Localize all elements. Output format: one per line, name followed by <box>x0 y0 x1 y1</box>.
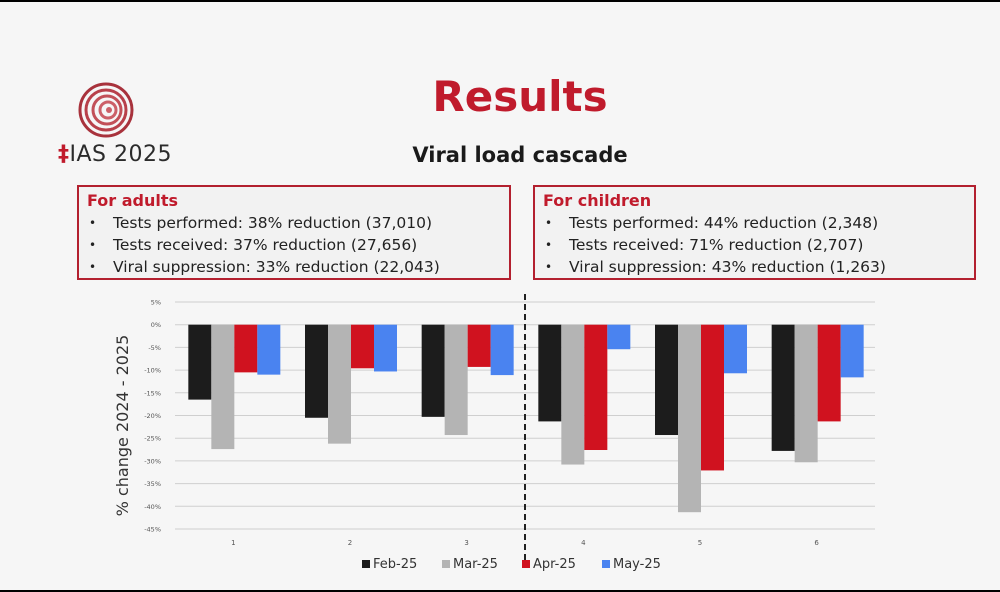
bar <box>840 324 864 378</box>
y-tick-label: -25% <box>144 435 161 443</box>
y-tick-label: 0% <box>151 321 161 329</box>
ias-logo: ‡IAS 2025 <box>58 80 208 175</box>
bar <box>305 324 328 418</box>
y-tick-label: -35% <box>144 480 161 488</box>
legend-label: Mar-25 <box>453 557 498 572</box>
bar <box>538 324 562 422</box>
x-tick-label: 1 <box>231 539 235 547</box>
x-tick-label: 6 <box>814 539 819 547</box>
bar <box>211 324 235 450</box>
bar <box>724 324 747 374</box>
bar <box>444 324 468 436</box>
legend-swatch <box>522 560 530 568</box>
spiral-logo-icon <box>78 82 134 138</box>
logo-text: ‡IAS 2025 <box>58 142 172 167</box>
bar <box>351 324 374 369</box>
x-tick-label: 3 <box>464 539 468 547</box>
slide-title: Results <box>432 72 608 121</box>
adults-list: Tests performed: 38% reduction (37,010) … <box>87 212 501 278</box>
bar <box>374 324 397 372</box>
bar <box>655 324 678 436</box>
bar <box>234 324 258 373</box>
y-tick-label: -15% <box>144 389 161 397</box>
bar <box>328 324 351 444</box>
list-item: Tests received: 71% reduction (2,707) <box>543 234 966 256</box>
y-tick-label: -30% <box>144 457 161 465</box>
legend-swatch <box>602 560 610 568</box>
legend-label: Apr-25 <box>533 557 576 572</box>
slide-subtitle: Viral load cascade <box>412 143 628 167</box>
legend-swatch <box>362 560 370 568</box>
list-item: Viral suppression: 43% reduction (1,263) <box>543 256 966 278</box>
list-item: Tests received: 37% reduction (27,656) <box>87 234 501 256</box>
bar <box>607 324 631 350</box>
y-tick-label: -20% <box>144 412 161 420</box>
red-ribbon-icon: ‡ <box>58 142 70 167</box>
children-heading: For children <box>543 191 652 210</box>
children-list: Tests performed: 44% reduction (2,348) T… <box>543 212 966 278</box>
adults-heading: For adults <box>87 191 179 210</box>
bar <box>188 324 212 400</box>
legend-swatch <box>442 560 450 568</box>
bar <box>701 324 724 471</box>
y-tick-label: -45% <box>144 526 161 534</box>
bar <box>490 324 514 376</box>
x-tick-label: 4 <box>581 539 586 547</box>
x-tick-label: 5 <box>698 539 702 547</box>
bar <box>584 324 608 451</box>
bar <box>794 324 818 463</box>
list-item: Tests performed: 44% reduction (2,348) <box>543 212 966 234</box>
list-item: Viral suppression: 33% reduction (22,043… <box>87 256 501 278</box>
bar <box>467 324 491 367</box>
logo-brand: IAS 2025 <box>69 142 172 167</box>
legend-label: Feb-25 <box>373 557 417 572</box>
bar <box>421 324 445 417</box>
children-box: For children Tests performed: 44% reduct… <box>533 185 976 280</box>
y-tick-label: -10% <box>144 367 161 375</box>
y-axis-label: % change 2024 - 2025 <box>113 335 132 517</box>
bar <box>817 324 841 422</box>
list-item: Tests performed: 38% reduction (37,010) <box>87 212 501 234</box>
y-tick-label: -40% <box>144 503 161 511</box>
legend-label: May-25 <box>613 557 661 572</box>
y-tick-label: 5% <box>151 299 161 307</box>
adults-box: For adults Tests performed: 38% reductio… <box>77 185 511 280</box>
bar <box>678 324 701 513</box>
y-tick-label: -5% <box>148 344 161 352</box>
bar <box>771 324 795 451</box>
bar <box>257 324 281 375</box>
bar <box>561 324 585 465</box>
x-tick-label: 2 <box>348 539 352 547</box>
